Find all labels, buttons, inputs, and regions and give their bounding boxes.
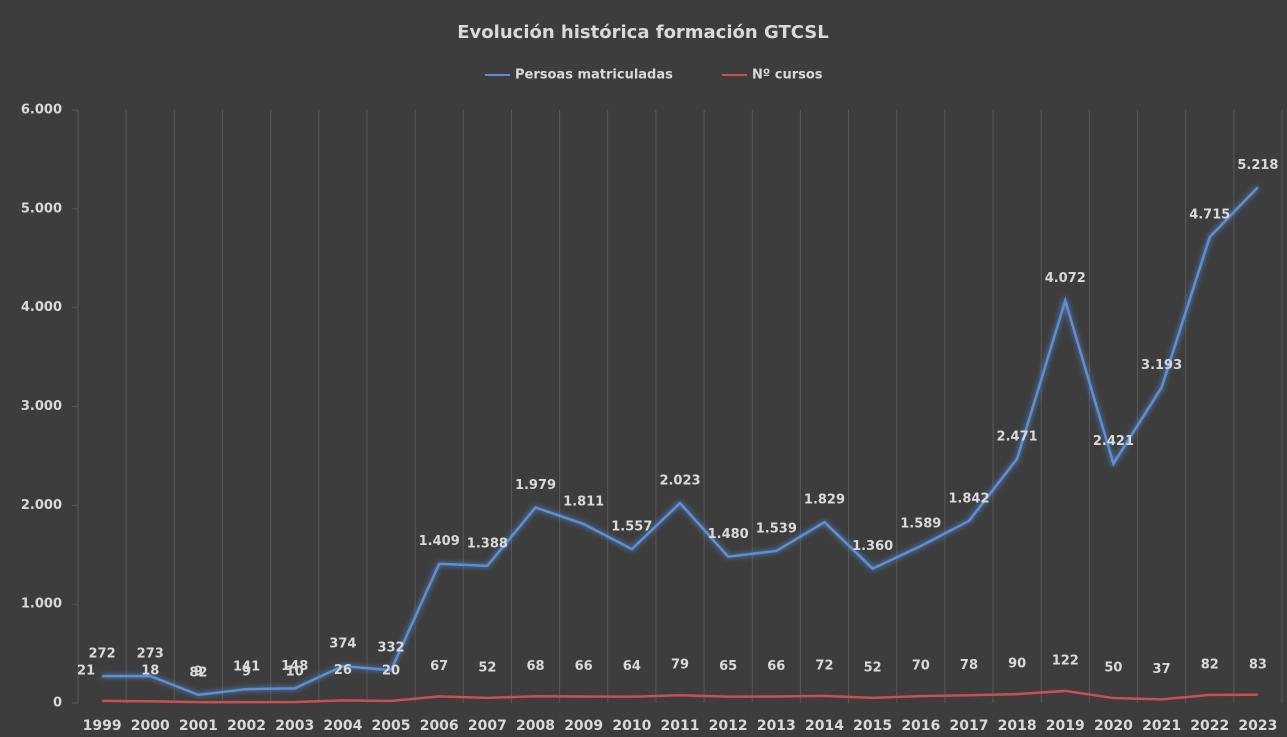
y-tick-label: 6.000	[21, 103, 62, 118]
data-label: 9	[194, 665, 203, 680]
series-line	[102, 689, 1258, 704]
data-label: 50	[1104, 661, 1122, 676]
y-tick-label: 5.000	[21, 201, 62, 216]
x-tick-label: 2022	[1190, 718, 1229, 734]
data-label: 65	[719, 659, 737, 674]
y-tick-label: 1.000	[21, 597, 62, 612]
data-label: 37	[1153, 662, 1171, 677]
x-tick-label: 2021	[1142, 718, 1181, 734]
y-tick-label: 3.000	[21, 399, 62, 414]
data-label: 1.557	[611, 520, 652, 535]
data-label: 52	[478, 660, 496, 675]
x-tick-label: 2016	[901, 718, 940, 734]
data-label: 5.218	[1237, 158, 1278, 173]
x-tick-label: 2014	[805, 718, 844, 734]
x-tick-label: 1999	[83, 718, 122, 734]
x-tick-label: 2004	[323, 718, 362, 734]
data-label: 70	[912, 659, 930, 674]
x-tick-label: 2001	[179, 718, 218, 734]
y-tick-label: 4.000	[21, 300, 62, 315]
x-tick-label: 2008	[516, 718, 555, 734]
x-tick-label: 2010	[612, 718, 651, 734]
x-tick-label: 2011	[661, 718, 700, 734]
x-tick-label: 2007	[468, 718, 507, 734]
data-label: 1.360	[852, 539, 893, 554]
data-label: 1.842	[948, 491, 989, 506]
data-label: 78	[960, 658, 978, 673]
data-label: 82	[1201, 657, 1219, 672]
data-label: 1.480	[708, 527, 749, 542]
x-tick-label: 2002	[227, 718, 266, 734]
x-tick-label: 2023	[1238, 718, 1277, 734]
data-label: 272	[89, 647, 116, 662]
data-label: 141	[233, 660, 260, 675]
data-label: 21	[77, 663, 95, 678]
data-label: 273	[137, 647, 164, 662]
data-label: 67	[430, 659, 448, 674]
legend-label: Nº cursos	[752, 68, 823, 83]
data-label: 374	[329, 637, 356, 652]
x-tick-label: 2020	[1094, 718, 1133, 734]
data-label: 18	[141, 664, 159, 679]
series-line	[102, 186, 1259, 697]
data-label: 9	[242, 665, 251, 680]
x-tick-label: 2013	[757, 718, 796, 734]
x-tick-label: 2017	[949, 718, 988, 734]
x-tick-label: 2018	[998, 718, 1037, 734]
data-label: 1.589	[900, 516, 941, 531]
data-label: 2.023	[659, 474, 700, 489]
data-label: 68	[526, 659, 544, 674]
data-label: 1.409	[419, 534, 460, 549]
x-tick-label: 2012	[709, 718, 748, 734]
data-label: 66	[767, 659, 785, 674]
data-label: 122	[1052, 653, 1079, 668]
data-label: 52	[864, 660, 882, 675]
data-label: 26	[334, 663, 352, 678]
data-label: 79	[671, 658, 689, 673]
data-label: 332	[377, 641, 404, 656]
data-label: 4.072	[1045, 271, 1086, 286]
data-label: 1.539	[756, 521, 797, 536]
x-tick-label: 2003	[275, 718, 314, 734]
data-label: 1.979	[515, 478, 556, 493]
x-tick-label: 2000	[131, 718, 170, 734]
y-tick-label: 2.000	[21, 498, 62, 513]
data-label: 20	[382, 664, 400, 679]
data-label: 82	[189, 665, 207, 680]
x-tick-label: 2015	[853, 718, 892, 734]
data-label: 10	[286, 665, 304, 680]
data-label: 90	[1008, 657, 1026, 672]
x-tick-label: 2006	[420, 718, 459, 734]
data-label: 1.811	[563, 495, 604, 510]
x-tick-label: 2009	[564, 718, 603, 734]
data-label: 83	[1249, 657, 1267, 672]
legend-label: Persoas matriculadas	[515, 68, 673, 83]
data-label: 4.715	[1189, 208, 1230, 223]
x-tick-label: 2005	[372, 718, 411, 734]
data-label: 3.193	[1141, 358, 1182, 373]
data-label: 148	[281, 659, 308, 674]
data-label: 2.421	[1093, 434, 1134, 449]
y-tick-label: 0	[53, 696, 62, 711]
data-label: 1.829	[804, 493, 845, 508]
data-label: 2.471	[997, 429, 1038, 444]
data-label: 1.388	[467, 536, 508, 551]
chart-title: Evolución histórica formación GTCSL	[457, 22, 828, 43]
x-tick-label: 2019	[1046, 718, 1085, 734]
data-label: 64	[623, 659, 641, 674]
data-label: 72	[815, 658, 833, 673]
data-label: 66	[575, 659, 593, 674]
